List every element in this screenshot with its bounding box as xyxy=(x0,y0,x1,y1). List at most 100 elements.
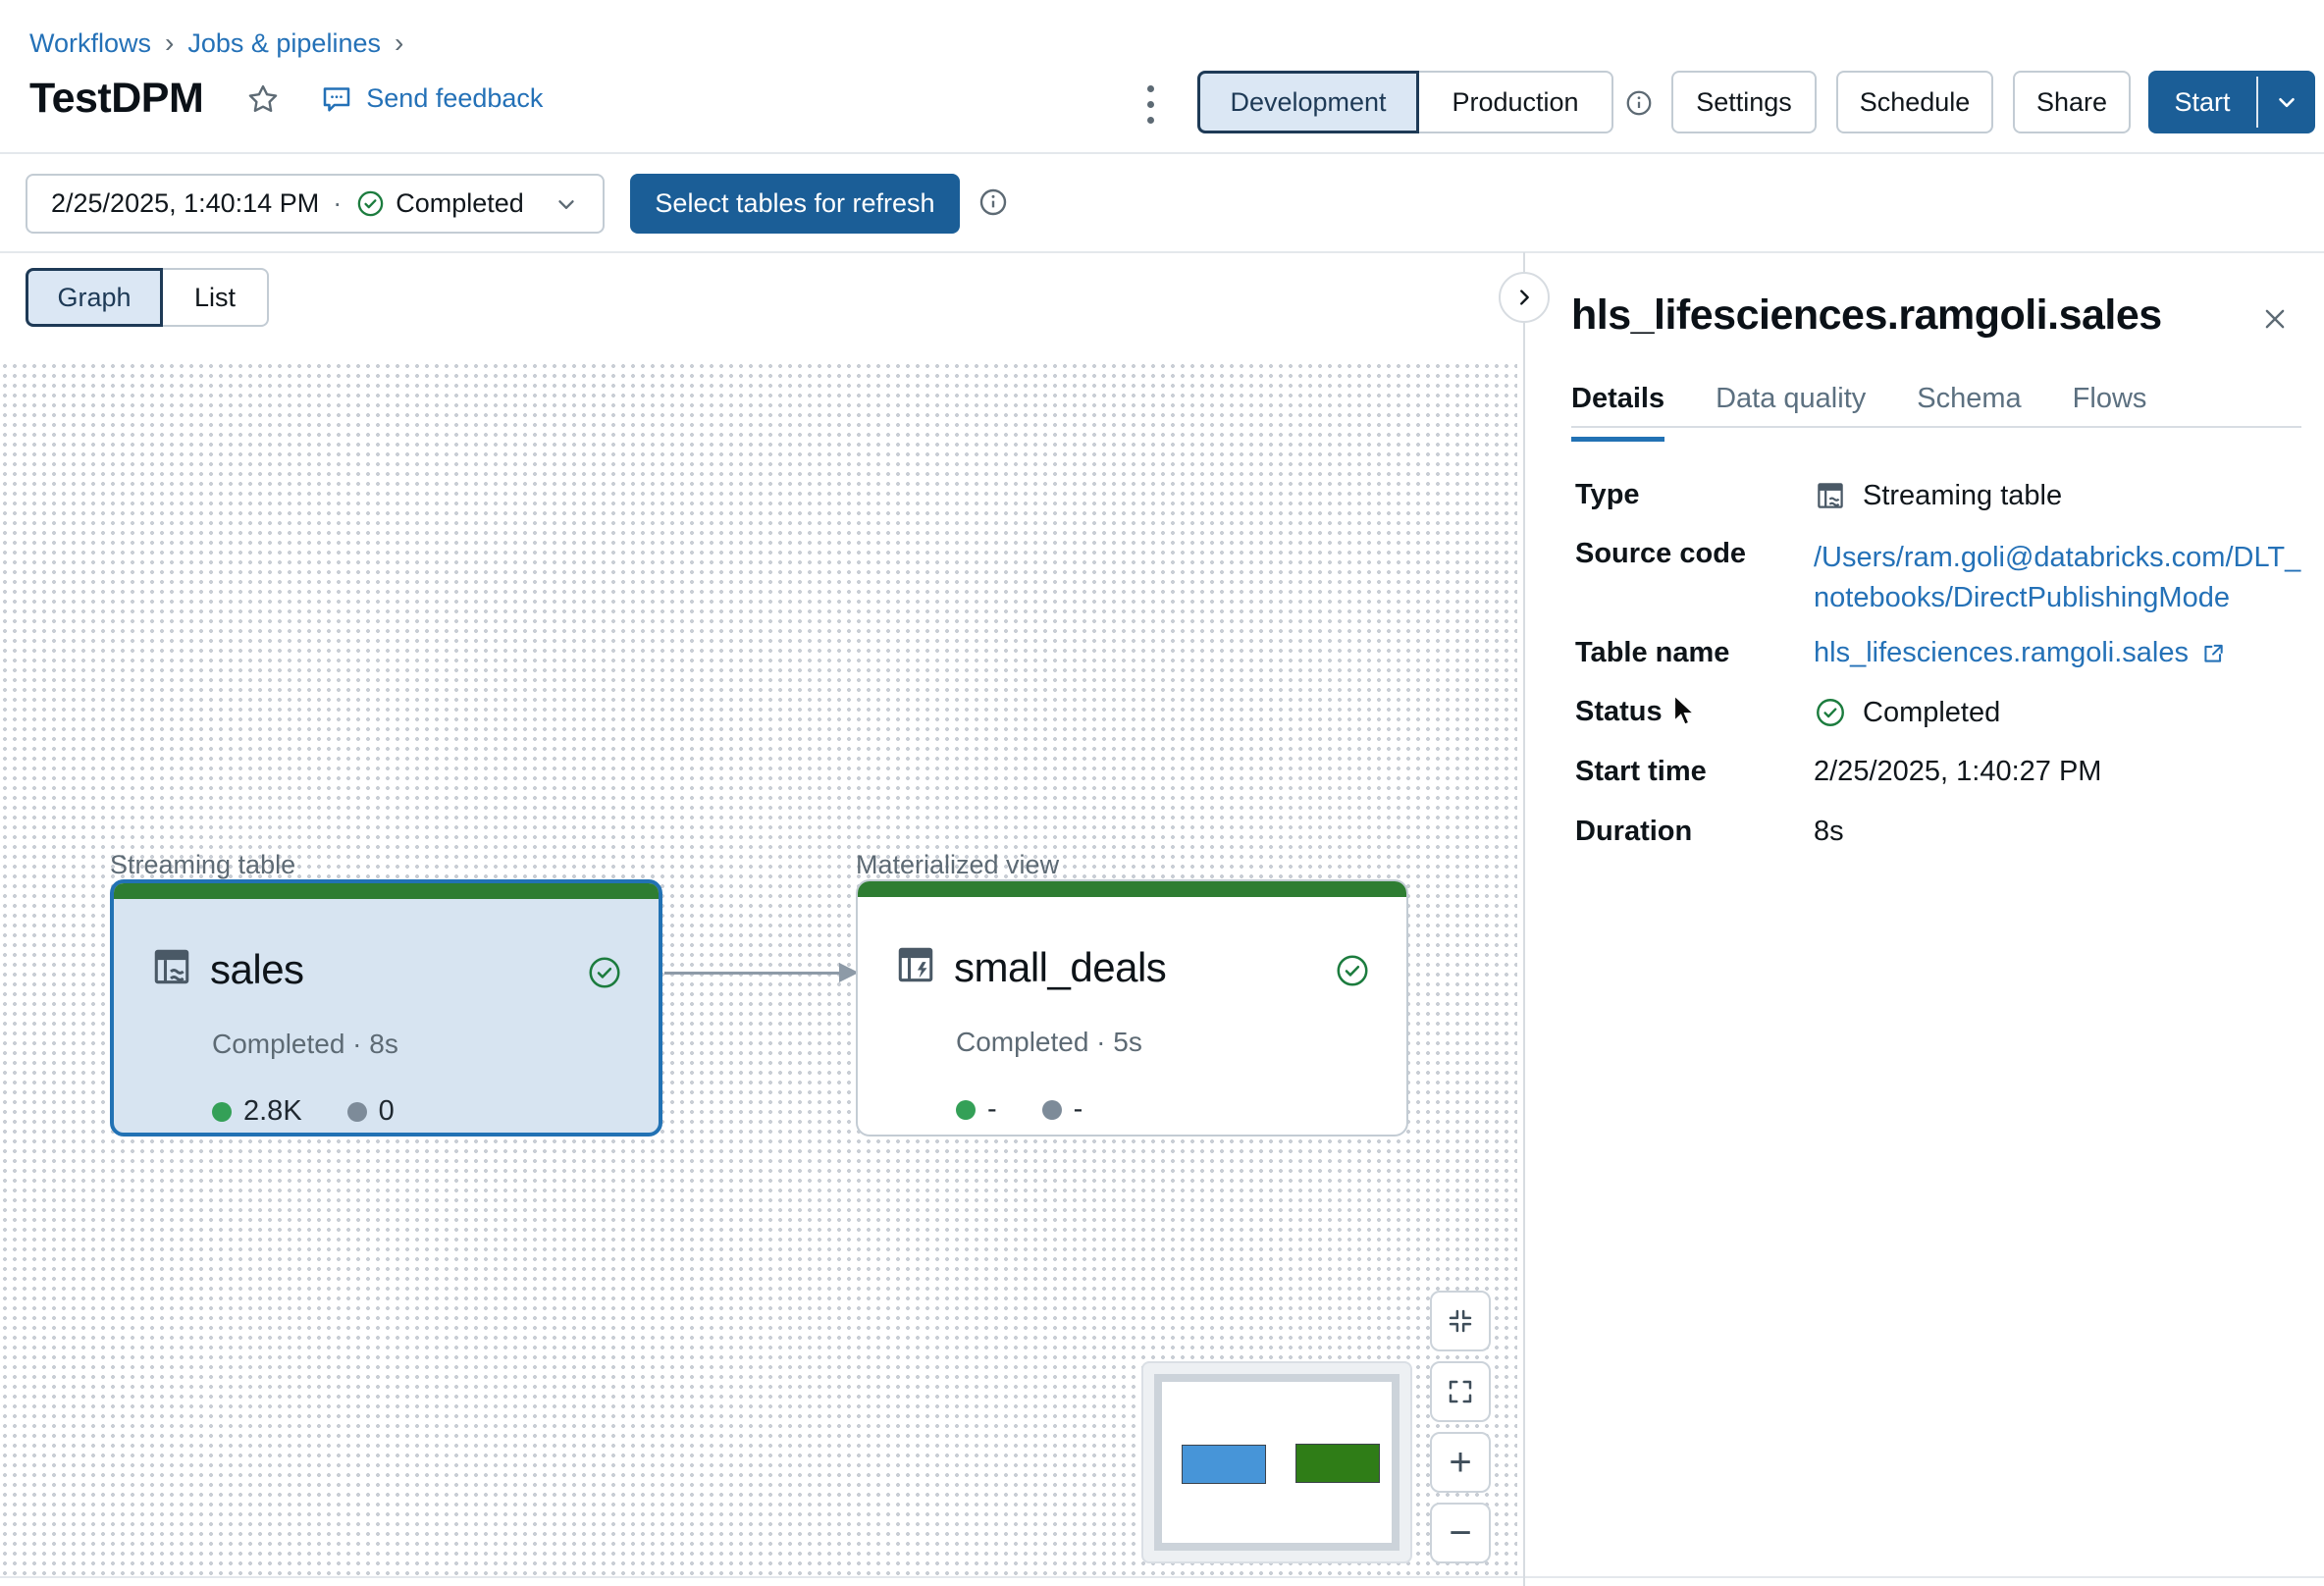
materialized-view-icon xyxy=(893,942,938,987)
schedule-button[interactable]: Schedule xyxy=(1836,71,1993,133)
settings-button[interactable]: Settings xyxy=(1671,71,1817,133)
graph-node-small-deals[interactable]: small_deals Completed · 5s - - xyxy=(856,879,1408,1137)
node-success-icon xyxy=(1334,952,1371,989)
duration-value: 8s xyxy=(1814,816,1844,847)
breadcrumb-separator: › xyxy=(165,27,175,58)
external-link-icon xyxy=(2204,644,2223,662)
fullscreen-icon xyxy=(1449,1380,1472,1403)
breadcrumb-workflows[interactable]: Workflows xyxy=(29,27,152,58)
breadcrumb-jobs-pipelines[interactable]: Jobs & pipelines xyxy=(187,27,381,58)
node-status-bar xyxy=(858,881,1406,897)
close-icon xyxy=(2265,309,2285,329)
title-row: TestDPM Send feedback xyxy=(29,75,543,123)
panel-close-button[interactable] xyxy=(2253,297,2297,341)
node-kind-label: Streaming table xyxy=(110,850,296,879)
rows-written-dot xyxy=(956,1099,976,1120)
detail-row-start-time: Start time 2/25/2025, 1:40:27 PM xyxy=(1575,756,2301,788)
overflow-menu-button[interactable] xyxy=(1131,77,1170,132)
tab-details[interactable]: Details xyxy=(1571,383,1665,442)
page-title: TestDPM xyxy=(29,75,204,122)
edge-arrowhead xyxy=(839,963,859,982)
status-value: Completed xyxy=(1863,696,2001,728)
tab-flows[interactable]: Flows xyxy=(2072,383,2147,414)
tab-schema[interactable]: Schema xyxy=(1917,383,2022,414)
run-selector-dropdown[interactable]: 2/25/2025, 1:40:14 PM · Completed xyxy=(26,174,605,234)
streaming-table-icon xyxy=(149,944,194,989)
graph-node-sales[interactable]: sales Completed · 8s 2.8K 0 xyxy=(110,879,662,1137)
detail-row-source-code: Source code /Users/ram.goli@databricks.c… xyxy=(1575,538,2301,618)
share-button[interactable]: Share xyxy=(2013,71,2131,133)
refresh-info-icon[interactable] xyxy=(977,186,1009,218)
start-button[interactable]: Start xyxy=(2174,86,2231,117)
tab-data-quality[interactable]: Data quality xyxy=(1716,383,1867,414)
field-label: Source code xyxy=(1575,538,1747,569)
expectations-dot xyxy=(1041,1099,1062,1120)
run-status-label: Completed xyxy=(396,188,524,218)
breadcrumb-separator: › xyxy=(394,27,404,58)
zoom-in-button[interactable]: + xyxy=(1430,1432,1491,1493)
type-value: Streaming table xyxy=(1863,479,2063,511)
field-label: Table name xyxy=(1575,637,1730,668)
select-tables-for-refresh-button[interactable]: Select tables for refresh xyxy=(630,174,960,234)
rows-written-count: - xyxy=(987,1093,997,1125)
chevron-down-icon xyxy=(554,191,579,217)
collapse-icon xyxy=(1449,1309,1472,1333)
start-dropdown-button[interactable] xyxy=(2258,71,2315,133)
rows-written-count: 2.8K xyxy=(243,1095,302,1127)
rows-written-dot xyxy=(212,1101,232,1122)
graph-minimap[interactable] xyxy=(1141,1361,1412,1563)
status-check-icon xyxy=(1817,699,1844,726)
start-time-value: 2/25/2025, 1:40:27 PM xyxy=(1814,756,2102,787)
list-view-tab[interactable]: List xyxy=(163,268,269,327)
detail-row-type: Type Streaming table xyxy=(1575,479,2301,512)
fit-view-button[interactable] xyxy=(1430,1291,1491,1351)
fullscreen-button[interactable] xyxy=(1430,1361,1491,1422)
node-status-line: Completed · 8s xyxy=(212,1029,398,1059)
start-split-button: Start xyxy=(2148,71,2315,133)
field-label: Start time xyxy=(1575,756,1707,787)
view-toggle: Graph List xyxy=(26,268,269,327)
production-tab[interactable]: Production xyxy=(1419,71,1613,133)
node-metrics: 2.8K 0 xyxy=(212,1095,395,1128)
minimap-node-small-deals xyxy=(1295,1444,1380,1483)
node-success-icon xyxy=(586,954,623,991)
environment-toggle: Development Production xyxy=(1197,71,1613,133)
status-check-icon xyxy=(357,190,384,217)
minus-icon: − xyxy=(1449,1511,1472,1555)
breadcrumb: Workflows › Jobs & pipelines › xyxy=(29,27,403,59)
node-status-line: Completed · 5s xyxy=(956,1027,1142,1057)
favorite-star-icon[interactable] xyxy=(244,80,282,118)
panel-collapse-button[interactable] xyxy=(1499,272,1550,323)
page-bottom-divider xyxy=(0,1576,2324,1578)
chevron-down-icon xyxy=(2279,97,2295,108)
detail-row-duration: Duration 8s xyxy=(1575,816,2301,848)
field-label: Status xyxy=(1575,696,1663,727)
node-title: sales xyxy=(210,946,304,992)
panel-tabs: Details Data quality Schema Flows xyxy=(1571,383,2146,442)
detail-row-status: Status Completed xyxy=(1575,696,2301,729)
development-tab[interactable]: Development xyxy=(1197,71,1419,133)
feedback-bubble-icon xyxy=(324,86,350,112)
table-name-link[interactable]: hls_lifesciences.ramgoli.sales xyxy=(1814,637,2189,668)
panel-title: hls_lifesciences.ramgoli.sales xyxy=(1571,291,2162,339)
run-separator: · xyxy=(333,188,343,218)
graph-view-tab[interactable]: Graph xyxy=(26,268,163,327)
edge-sales-to-small-deals xyxy=(664,972,843,975)
source-code-link[interactable]: /Users/ram.goli@databricks.com/DLT_ note… xyxy=(1814,542,2301,613)
tabs-underline xyxy=(1571,426,2301,428)
pipeline-graph-canvas[interactable]: Streaming table Materialized view sales xyxy=(0,253,1523,1578)
header-divider xyxy=(0,152,2324,154)
minimap-node-sales xyxy=(1182,1445,1266,1484)
start-button-divider xyxy=(2256,77,2258,128)
run-timestamp: 2/25/2025, 1:40:14 PM xyxy=(51,188,320,218)
field-label: Duration xyxy=(1575,816,1693,847)
node-kind-label: Materialized view xyxy=(856,850,1060,879)
plus-icon: + xyxy=(1449,1441,1472,1484)
send-feedback-label: Send feedback xyxy=(366,83,544,113)
expectations-count: - xyxy=(1073,1093,1083,1125)
toolbar-divider xyxy=(0,251,2324,253)
zoom-out-button[interactable]: − xyxy=(1430,1503,1491,1563)
environment-info-icon[interactable] xyxy=(1624,88,1654,118)
send-feedback-button[interactable]: Send feedback xyxy=(319,81,543,117)
